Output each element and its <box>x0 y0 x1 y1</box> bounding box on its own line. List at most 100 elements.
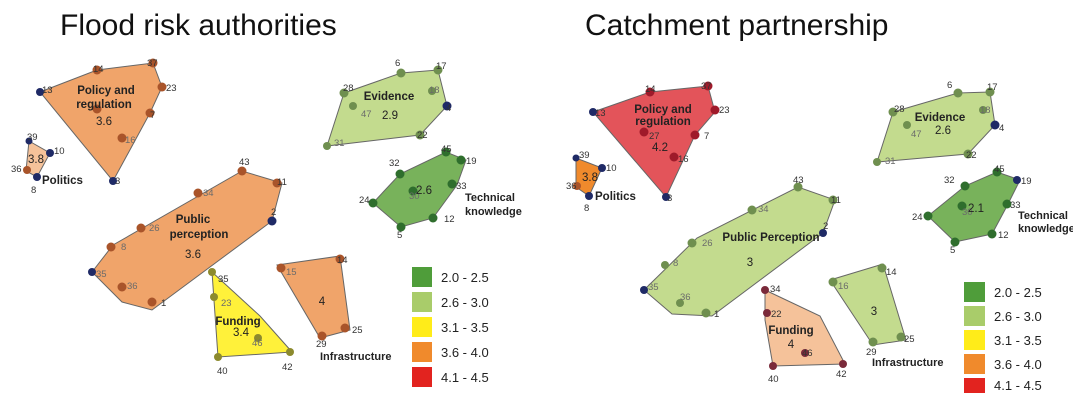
node-18: 18 <box>980 105 991 116</box>
left-legend-swatch-3 <box>412 317 432 337</box>
right-legend-swatch-1 <box>964 282 985 302</box>
right-legend-swatch-2 <box>964 306 985 326</box>
node-31: 32 <box>944 175 955 186</box>
node-42: 42 <box>836 369 847 380</box>
right-region-evidence[interactable]: 28 6 17 18 4 47 22 31 Evidence 2.6 <box>873 80 1004 167</box>
right-panel-title: Catchment partnership <box>585 9 889 42</box>
node-6: 6 <box>947 80 952 91</box>
node-37: 36 <box>566 181 577 192</box>
node-32: 33 <box>456 181 467 192</box>
node-14b: 14 <box>886 267 897 278</box>
node-33: 34 <box>203 188 214 199</box>
left-legend: 2.0 - 2.5 2.6 - 3.0 3.1 - 3.5 3.6 - 4.0 … <box>412 267 489 387</box>
left-technical-score: 2.6 <box>416 185 432 197</box>
left-policy-label-1: Policy and <box>77 85 135 97</box>
right-region-policy[interactable]: 13 14 37 23 7 27 16 3 Policy and regulat… <box>589 81 730 204</box>
left-region-technical[interactable]: 32 45 19 33 24 30 12 5 2.6 Technical kno… <box>359 144 522 241</box>
node-10: 10 <box>54 146 65 157</box>
node-4: 4 <box>446 103 451 114</box>
node-47: 47 <box>911 129 922 140</box>
node-27: 28 <box>894 104 905 115</box>
node-32: 33 <box>1010 200 1021 211</box>
node-25: 26 <box>702 238 713 249</box>
node-13: 13 <box>595 108 606 119</box>
left-policy-label-2: regulation <box>76 99 132 111</box>
left-politics-score: 3.8 <box>28 154 44 166</box>
node-30: 31 <box>334 138 345 149</box>
node-9: 8 <box>31 185 36 196</box>
node-35: 35 <box>648 282 659 293</box>
node-14: 14 <box>93 64 104 75</box>
left-public-label-1: Public <box>176 214 211 226</box>
node-20: 22 <box>417 130 428 141</box>
node-31: 32 <box>389 158 400 169</box>
node-9: 8 <box>584 203 589 214</box>
node-38: 37 <box>147 58 158 69</box>
node-4: 4 <box>999 123 1004 134</box>
left-panel: Flood risk authorities 13 14 37 23 7 16 … <box>11 9 522 377</box>
left-policy-score: 3.6 <box>96 116 112 128</box>
left-region-public[interactable]: 43 11 2 34 26 8 35 36 1 Public perceptio… <box>88 157 287 311</box>
left-region-evidence[interactable]: 28 6 17 18 4 47 22 31 Evidence 2.9 <box>323 58 452 150</box>
left-legend-label-5: 4.1 - 4.5 <box>441 370 489 385</box>
node-3: 3 <box>667 193 672 204</box>
node-23: 24 <box>912 212 923 223</box>
node-5: 5 <box>397 230 402 241</box>
node-24: 25 <box>904 334 915 345</box>
node-40: 40 <box>217 366 228 377</box>
node-28: 29 <box>316 339 327 350</box>
left-region-funding[interactable]: 35 23 46 42 40 Funding 3.4 <box>208 268 294 377</box>
node-6: 6 <box>395 58 400 69</box>
node-43: 43 <box>239 157 250 168</box>
left-region-policy[interactable]: 13 14 37 23 7 16 3 Policy and regulation… <box>36 58 177 187</box>
node-2: 2 <box>271 207 276 218</box>
right-region-public[interactable]: 43 11 2 34 26 8 35 36 1 Public Perceptio… <box>640 175 841 320</box>
node-11: 11 <box>831 195 841 206</box>
node-46: 46 <box>802 348 813 359</box>
right-region-infrastructure[interactable]: 16 14 25 29 3 Infrastructure <box>828 263 944 370</box>
right-panel: Catchment partnership 13 14 37 23 7 27 1… <box>566 9 1073 385</box>
node-17: 16 <box>125 135 136 146</box>
node-16: 16 <box>838 281 849 292</box>
right-legend-swatch-3 <box>964 330 985 350</box>
right-technical-label-2: knowledge <box>1018 223 1073 235</box>
node-5: 5 <box>950 245 955 256</box>
node-30: 31 <box>885 156 896 167</box>
node-1: 1 <box>714 309 719 320</box>
right-public-label: Public Perception <box>722 232 819 244</box>
left-policy-nodes <box>36 58 167 185</box>
left-region-infrastructure[interactable]: 15 14 25 29 4 Infrastructure <box>276 254 392 364</box>
node-21: 23 <box>719 105 730 116</box>
node-12: 12 <box>444 214 455 225</box>
node-40: 40 <box>768 374 779 385</box>
node-39: 39 <box>579 150 590 161</box>
right-region-funding[interactable]: 34 22 46 42 40 Funding 4 <box>761 284 847 385</box>
left-technical-label-2: knowledge <box>465 206 522 218</box>
node-13: 13 <box>42 85 53 96</box>
node-27: 28 <box>343 83 354 94</box>
left-panel-title: Flood risk authorities <box>60 9 337 42</box>
node-16: 15 <box>286 267 297 278</box>
right-region-technical[interactable]: 32 45 19 33 24 30 12 5 2.1 Technical kno… <box>912 164 1073 256</box>
right-legend-label-1: 2.0 - 2.5 <box>994 285 1042 300</box>
node-20: 22 <box>966 150 977 161</box>
right-region-politics[interactable]: 39 10 36 8 3.8 Politics <box>566 150 636 214</box>
node-23: 24 <box>359 195 370 206</box>
node-2: 2 <box>823 221 828 232</box>
node-29: 30 <box>962 207 973 218</box>
node-22: 22 <box>771 309 782 320</box>
node-14: 14 <box>645 84 656 95</box>
node-12: 12 <box>998 230 1009 241</box>
right-legend-label-5: 4.1 - 4.5 <box>994 378 1042 393</box>
node-15: 17 <box>436 61 447 72</box>
node-18: 18 <box>429 85 440 96</box>
node-39: 39 <box>27 132 38 143</box>
left-legend-label-2: 2.6 - 3.0 <box>441 295 489 310</box>
node-36: 36 <box>680 292 691 303</box>
left-infrastructure-label: Infrastructure <box>320 351 392 363</box>
left-region-politics[interactable]: 39 10 36 8 3.8 Politics <box>11 132 83 196</box>
left-evidence-label: Evidence <box>364 91 415 103</box>
right-funding-label: Funding <box>768 325 813 337</box>
node-1: 1 <box>161 298 166 309</box>
